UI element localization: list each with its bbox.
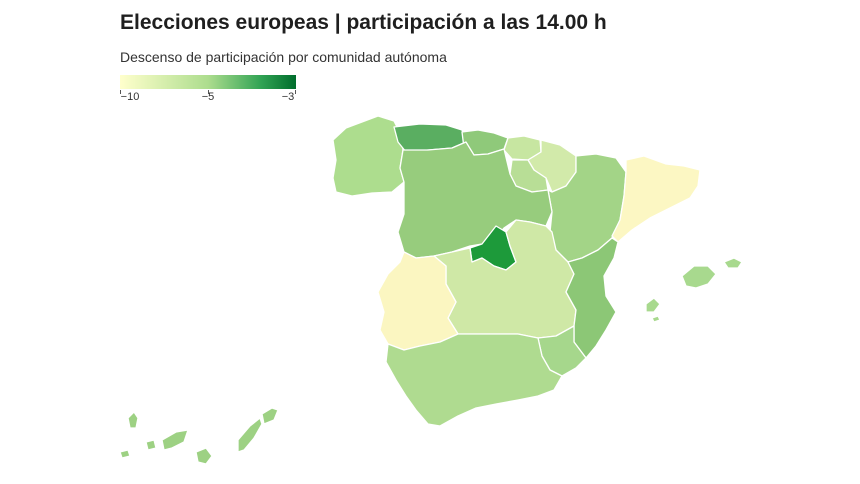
region-canarias-lanzarote[interactable]: [261, 407, 279, 425]
legend-tick-mid: [208, 90, 209, 94]
region-andalucia[interactable]: [385, 333, 563, 427]
legend-label-max: −3: [281, 91, 295, 103]
region-canarias-el-hierro[interactable]: [119, 449, 131, 459]
region-canarias-gran-canaria[interactable]: [195, 447, 213, 465]
region-baleares-formentera[interactable]: [651, 315, 661, 323]
color-legend: −10 −5 −3: [120, 75, 296, 107]
legend-tick-max: [295, 90, 296, 94]
region-baleares-ibiza[interactable]: [645, 297, 661, 313]
legend-tick-min: [120, 90, 121, 94]
region-canarias-fuerteventura[interactable]: [237, 417, 263, 453]
region-canarias-la-gomera[interactable]: [145, 439, 157, 451]
region-canarias-la-palma[interactable]: [127, 411, 139, 429]
region-extremadura[interactable]: [377, 251, 459, 351]
legend-gradient: [120, 75, 296, 89]
region-galicia[interactable]: [332, 115, 405, 197]
region-baleares-mallorca[interactable]: [681, 265, 717, 289]
region-baleares-menorca[interactable]: [723, 257, 743, 269]
chart-subtitle: Descenso de participación por comunidad …: [120, 49, 447, 65]
legend-label-mid: −5: [201, 91, 215, 103]
region-valenciana[interactable]: [565, 237, 619, 359]
legend-label-min: −10: [120, 91, 140, 103]
region-cataluna[interactable]: [611, 155, 701, 243]
chart-title: Elecciones europeas | participación a la…: [120, 11, 607, 34]
region-canarias-tenerife[interactable]: [161, 429, 189, 451]
